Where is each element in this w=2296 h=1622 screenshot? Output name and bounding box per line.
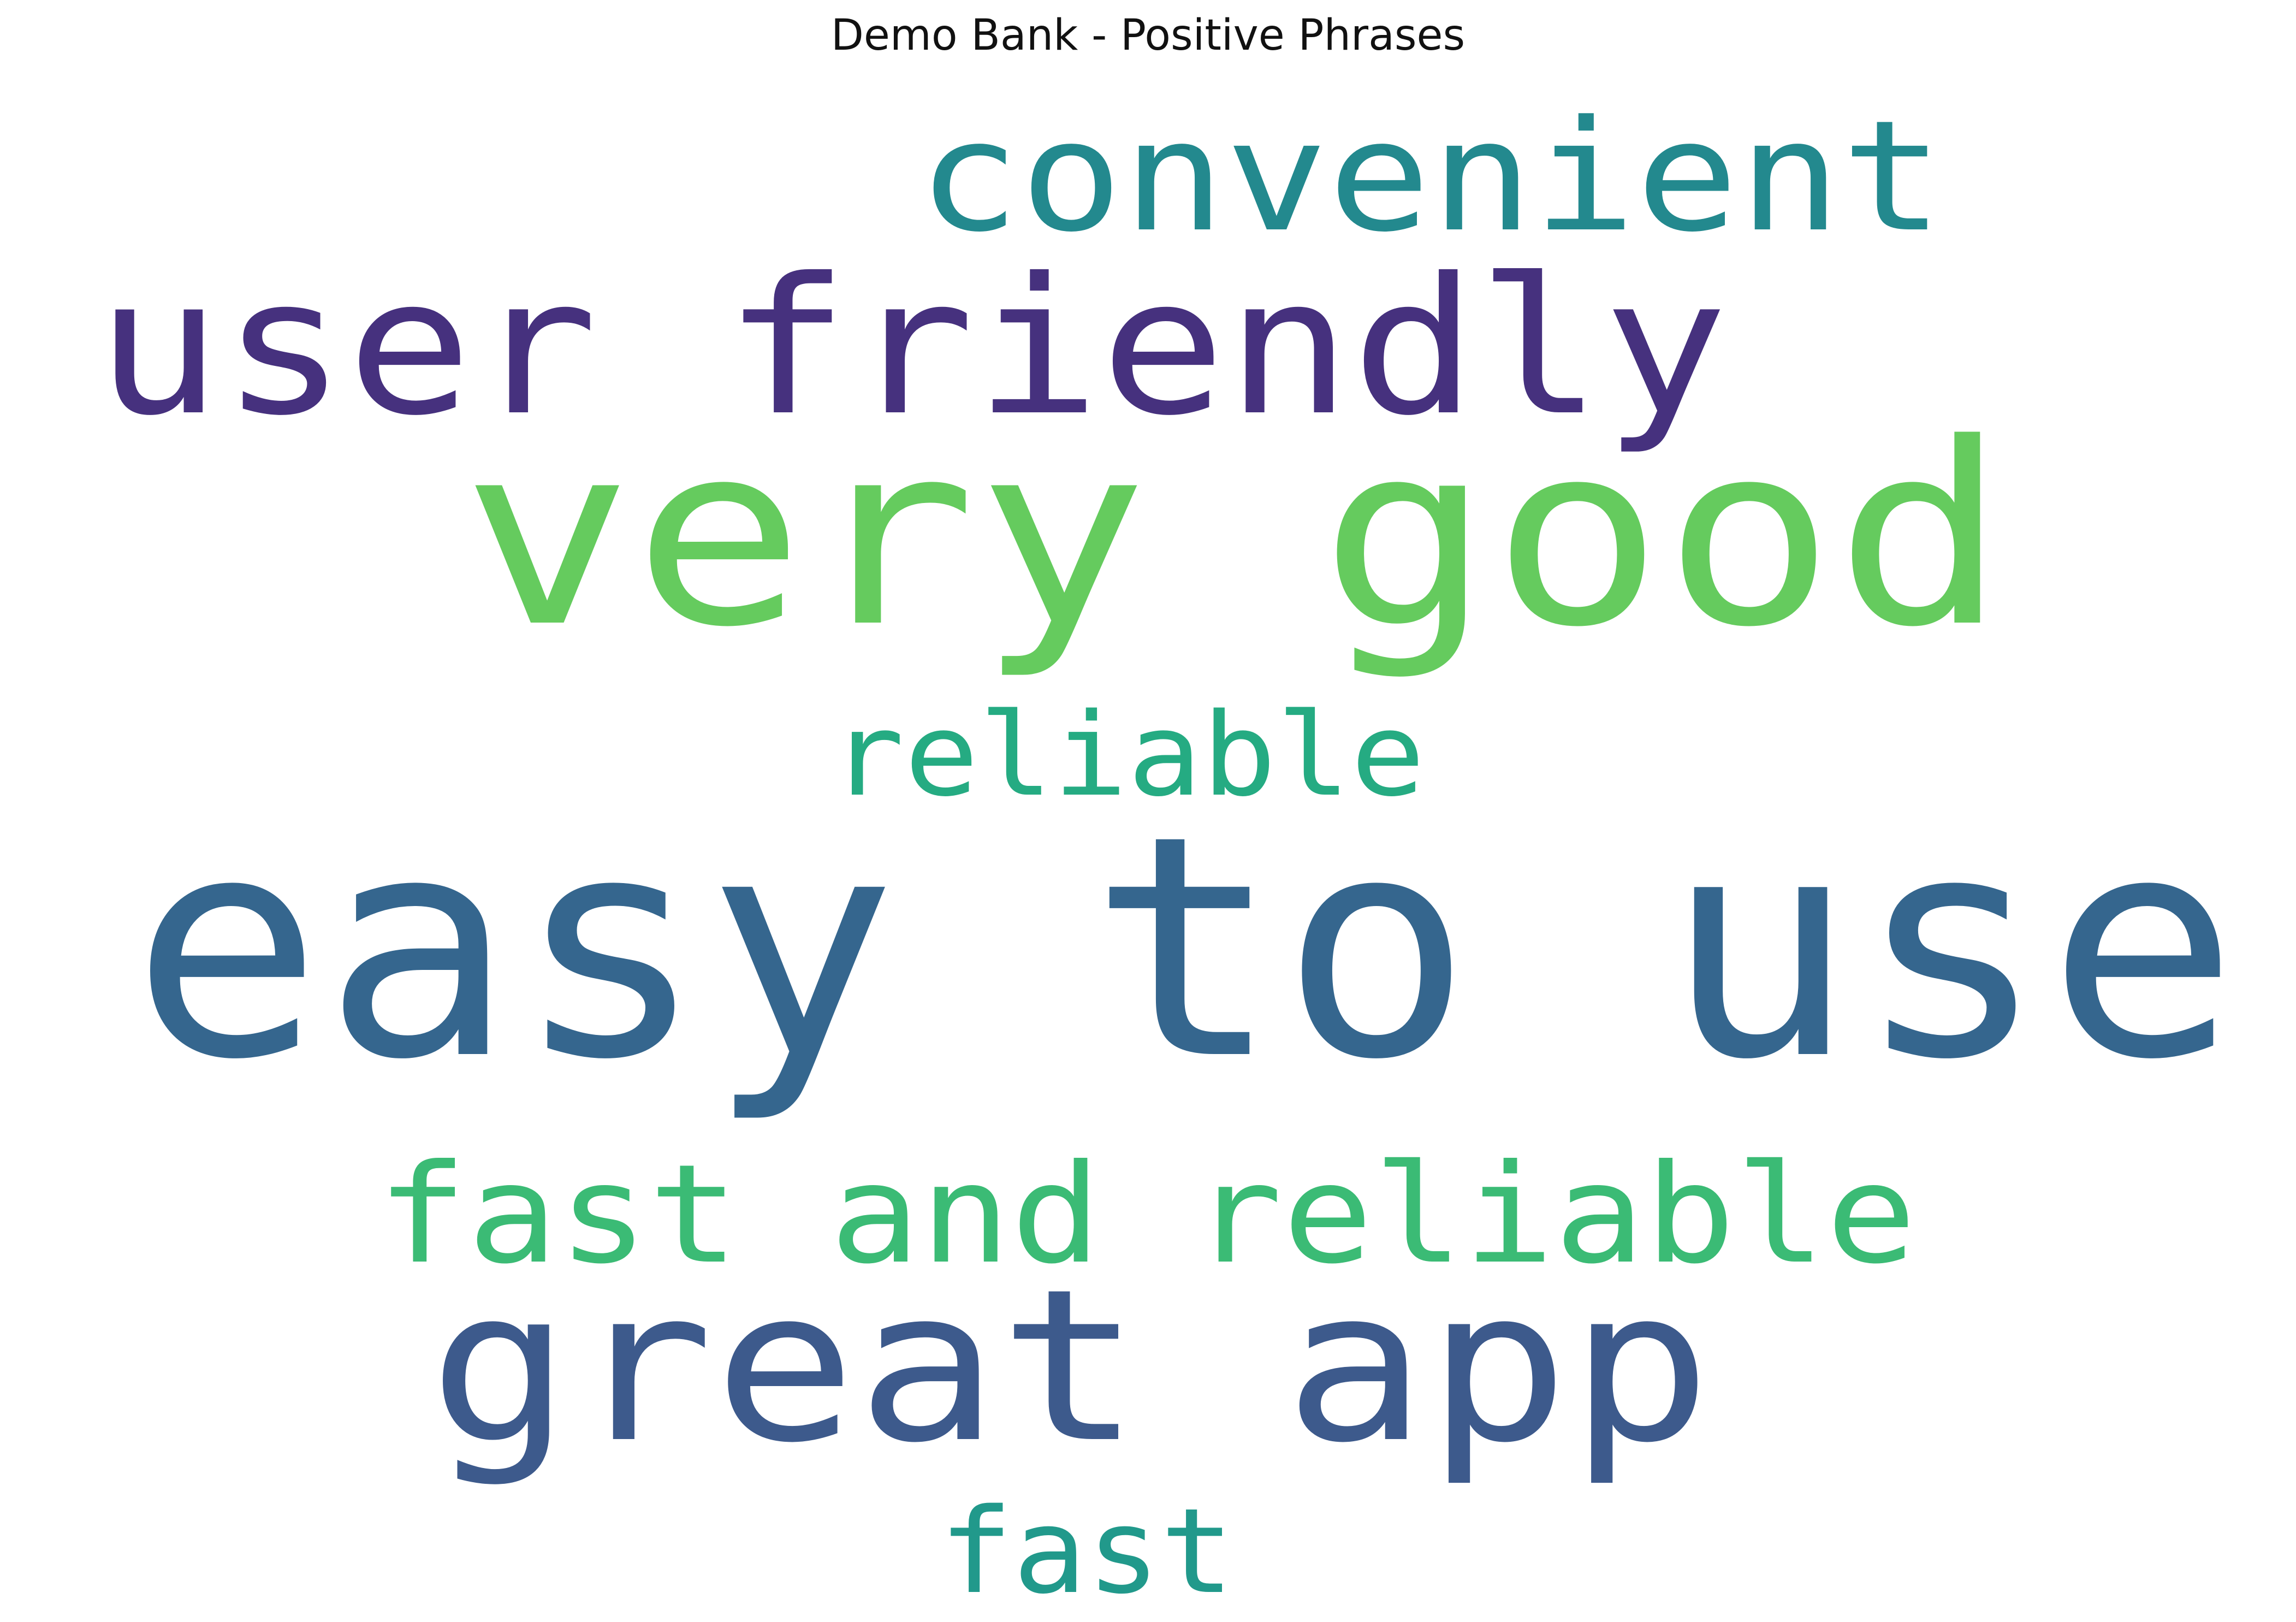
cloud-word-very-good: very good [461, 390, 2007, 682]
cloud-word-fast: fast [939, 1483, 1234, 1620]
cloud-word-convenient: convenient [917, 88, 1944, 266]
cloud-word-user-friendly: user friendly [96, 238, 1728, 457]
cloud-word-easy-to-use: easy to use [131, 771, 2239, 1127]
cloud-word-great-app: great app [429, 1244, 1712, 1489]
cloud-word-reliable: reliable [830, 688, 1425, 822]
cloud-word-fast-and-reliable: fast and reliable [377, 1135, 1917, 1294]
chart-title: Demo Bank - Positive Phrases [830, 11, 1466, 60]
